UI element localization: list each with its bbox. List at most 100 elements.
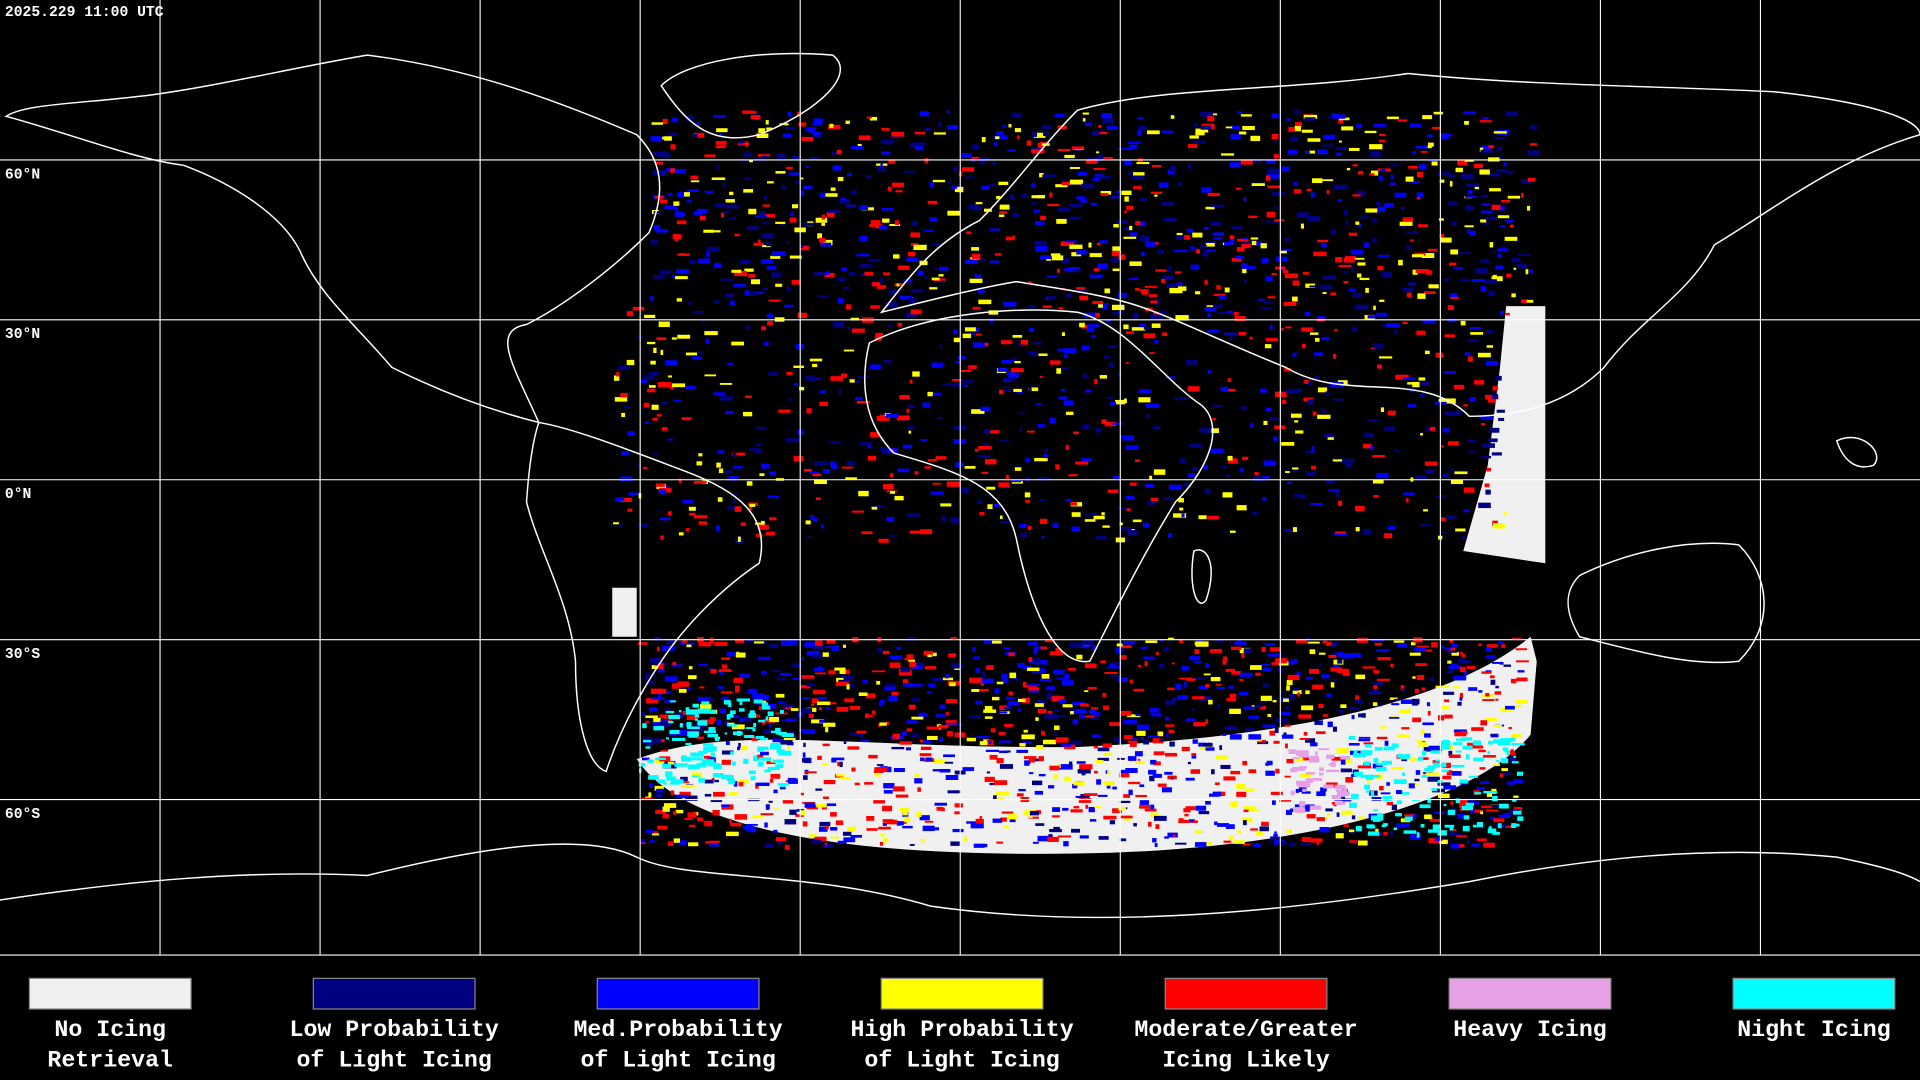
icing-speckle	[775, 221, 786, 224]
icing-speckle	[1424, 733, 1431, 738]
icing-speckle	[1379, 133, 1386, 137]
icing-speckle	[1293, 688, 1299, 691]
icing-speckle	[627, 508, 633, 512]
icing-speckle	[1351, 774, 1357, 777]
icing-speckle	[1207, 515, 1219, 520]
icing-speckle	[1119, 522, 1123, 526]
icing-speckle	[872, 282, 881, 287]
icing-speckle	[755, 215, 768, 218]
icing-speckle	[1000, 817, 1007, 822]
icing-speckle	[686, 199, 692, 203]
icing-speckle	[745, 395, 752, 399]
icing-speckle	[1493, 724, 1503, 727]
icing-speckle	[1047, 203, 1060, 207]
icing-speckle	[1444, 647, 1451, 650]
icing-speckle	[678, 478, 682, 484]
icing-speckle	[1286, 118, 1291, 122]
icing-speckle	[927, 200, 938, 205]
icing-speckle	[760, 700, 767, 703]
icing-speckle	[1511, 257, 1521, 263]
icing-speckle	[1505, 312, 1510, 316]
icing-speckle	[644, 314, 656, 318]
icing-speckle	[1168, 169, 1175, 175]
icing-speckle	[906, 720, 919, 724]
icing-speckle	[1065, 444, 1069, 450]
icing-speckle	[1334, 531, 1346, 534]
icing-speckle	[1358, 170, 1364, 175]
icing-speckle	[938, 725, 949, 729]
icing-speckle	[1288, 126, 1302, 132]
icing-speckle	[1336, 668, 1350, 674]
icing-speckle	[999, 389, 1004, 395]
icing-speckle	[858, 692, 868, 696]
icing-speckle	[975, 333, 982, 336]
icing-speckle	[1274, 727, 1279, 733]
icing-speckle	[655, 791, 663, 795]
icing-speckle	[966, 821, 980, 824]
icing-speckle	[1344, 790, 1348, 795]
icing-speckle	[1376, 649, 1390, 652]
icing-speckle	[882, 822, 888, 826]
icing-speckle	[938, 121, 942, 127]
icing-speckle	[1211, 204, 1225, 208]
icing-speckle	[1318, 748, 1330, 751]
icing-speckle	[734, 233, 740, 237]
icing-speckle	[1028, 687, 1040, 691]
icing-speckle	[757, 524, 769, 530]
icing-speckle	[1474, 380, 1485, 385]
icing-speckle	[1478, 502, 1491, 509]
icing-speckle	[1113, 737, 1119, 742]
icing-speckle	[1527, 177, 1536, 182]
icing-speckle	[1500, 738, 1513, 743]
icing-speckle	[1355, 505, 1365, 512]
icing-speckle	[685, 352, 697, 356]
icing-speckle	[978, 445, 992, 450]
icing-speckle	[871, 506, 878, 510]
icing-speckle	[749, 503, 756, 507]
icing-speckle	[999, 706, 1008, 709]
icing-speckle	[1179, 639, 1184, 644]
icing-speckle	[785, 438, 800, 443]
icing-speckle	[891, 131, 904, 137]
icing-speckle	[642, 757, 650, 761]
icing-speckle	[758, 719, 766, 723]
icing-speckle	[858, 135, 871, 141]
icing-speckle	[1116, 643, 1123, 647]
icing-speckle	[758, 211, 766, 217]
icing-speckle	[1068, 761, 1073, 767]
icing-speckle	[1384, 533, 1393, 539]
icing-speckle	[1096, 242, 1101, 246]
icing-speckle	[711, 177, 726, 180]
icing-speckle	[1457, 701, 1462, 706]
icing-speckle	[1439, 133, 1453, 137]
icing-speckle	[1528, 269, 1533, 273]
icing-speckle	[1040, 646, 1047, 650]
icing-speckle	[1310, 503, 1323, 506]
icing-speckle	[685, 707, 690, 711]
icing-speckle	[968, 365, 977, 369]
icing-speckle	[766, 313, 773, 319]
icing-speckle	[1511, 743, 1525, 746]
icing-speckle	[1037, 708, 1047, 714]
icing-speckle	[1421, 750, 1427, 756]
icing-speckle	[765, 120, 769, 125]
icing-speckle	[909, 683, 923, 687]
icing-speckle	[1186, 228, 1194, 233]
icing-speckle	[738, 781, 744, 787]
icing-speckle	[1004, 707, 1013, 710]
icing-speckle	[1216, 823, 1230, 827]
icing-speckle	[966, 231, 972, 235]
icing-speckle	[1447, 305, 1455, 311]
icing-speckle	[1313, 251, 1327, 257]
icing-speckle	[1498, 814, 1507, 818]
icing-speckle	[911, 665, 923, 670]
icing-speckle	[1085, 159, 1098, 164]
icing-speckle	[1039, 518, 1048, 525]
icing-speckle	[1124, 159, 1132, 166]
icing-speckle	[1312, 684, 1324, 690]
icing-speckle	[1460, 737, 1473, 741]
icing-speckle	[890, 136, 901, 139]
icing-speckle	[1148, 294, 1158, 298]
icing-speckle	[1479, 767, 1486, 770]
icing-speckle	[845, 120, 850, 124]
